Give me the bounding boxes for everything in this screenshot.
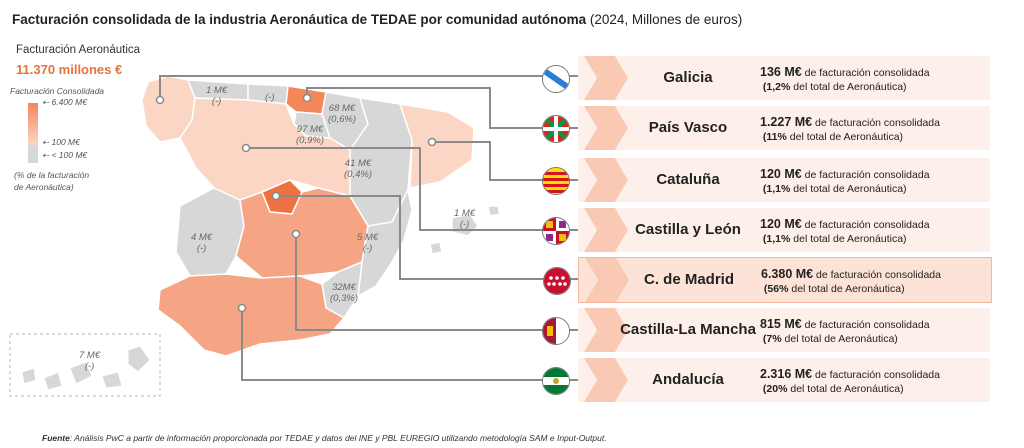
canarias-inset-frame (9, 333, 161, 397)
region-baleares-menorca (487, 205, 501, 217)
region-name: Andalucía (652, 371, 724, 388)
map-label-aragon: 41 M€ (0,4%) (344, 158, 372, 180)
region-canarias-5 (127, 345, 151, 373)
region-panel-castilla-la-mancha: Castilla-La Mancha 815 M€ de facturación… (542, 308, 990, 352)
title-main: Facturación consolidada de la industria … (12, 12, 587, 27)
legend-total: 11.370 millones € (16, 62, 123, 77)
title-sub: (2024, Millones de euros) (589, 12, 743, 27)
region-panel-andalucia: Andalucía 2.316 M€ de facturación consol… (542, 358, 990, 402)
region-name: C. de Madrid (643, 271, 734, 288)
pais-vasco-flag-icon (542, 115, 570, 143)
map-label-cantabria: (-) (265, 92, 275, 103)
andalucia-flag-icon (542, 367, 570, 395)
region-canarias-3 (69, 361, 93, 385)
connector-andalucia (241, 308, 580, 381)
region-baleares-ibiza (429, 241, 443, 255)
page-title: Facturación consolidada de la industria … (12, 12, 742, 27)
region-cataluna (399, 103, 475, 189)
cataluna-flag-icon (542, 167, 570, 195)
legend-note-2: de Aeronáutica) (14, 182, 74, 192)
marker-castilla-la-mancha (291, 229, 301, 239)
connector-pais-vasco (306, 87, 580, 129)
region-name: País Vasco (648, 119, 728, 136)
region-name: Castilla y León (635, 221, 741, 238)
map-label-canarias: 7 M€ (-) (79, 350, 101, 372)
madrid-flag-icon (543, 267, 571, 295)
map-label-la-rioja: 97 M€ (0,9%) (296, 124, 324, 146)
marker-madrid (271, 191, 281, 201)
region-description: 6.380 M€ de facturación consolidada (56%… (761, 267, 941, 295)
connector-galicia (159, 75, 580, 100)
legend-max: ⇠ 6.400 M€ (42, 97, 87, 107)
map-label-asturias: 1 M€ (-) (206, 85, 228, 107)
map-label-baleares: 1 M€ (-) (454, 208, 476, 230)
region-panel-madrid: C. de Madrid 6.380 M€ de facturación con… (543, 257, 992, 303)
region-name: Castilla-La Mancha (620, 321, 756, 338)
legend-color-bar (28, 103, 38, 163)
region-description: 1.227 M€ de facturación consolidada (11%… (760, 115, 940, 143)
region-panel-galicia: Galicia 136 M€ de facturación consolidad… (542, 56, 990, 100)
legend-mid: ⇠ 100 M€ (42, 137, 80, 147)
region-description: 2.316 M€ de facturación consolidada (20%… (760, 367, 940, 395)
marker-pais-vasco (302, 93, 312, 103)
map-label-murcia: 32M€ (0,3%) (330, 282, 358, 304)
marker-galicia (155, 95, 165, 105)
source-note: Fuente: Análisis PwC a partir de informa… (42, 433, 607, 443)
marker-andalucia (237, 303, 247, 313)
region-canarias-4 (101, 371, 123, 389)
castilla-leon-flag-icon (542, 217, 570, 245)
map-label-valencia: 5 M€ (-) (357, 232, 379, 254)
legend-note-1: (% de la facturación (14, 170, 90, 180)
region-description: 120 M€ de facturación consolidada (1,1% … (760, 217, 930, 245)
galicia-flag-icon (542, 65, 570, 93)
region-castilla-la-mancha (235, 187, 369, 279)
region-description: 136 M€ de facturación consolidada (1,2% … (760, 65, 930, 93)
region-panel-castilla-leon: Castilla y León 120 M€ de facturación co… (542, 208, 990, 252)
region-name: Galicia (663, 69, 713, 86)
connector-castilla-leon (246, 147, 580, 231)
region-valencia (357, 189, 413, 297)
legend-scale-title: Facturación Consolidada (10, 86, 105, 96)
region-name: Cataluña (656, 171, 720, 188)
map-label-navarra: 68 M€ (0,6%) (328, 103, 356, 125)
region-canarias-1 (21, 367, 37, 385)
legend-min: ⇠ < 100 M€ (42, 150, 88, 160)
connector-castilla-la-mancha (295, 234, 580, 331)
connector-madrid (276, 195, 580, 280)
region-andalucia (157, 273, 345, 357)
connector-cataluna (432, 141, 580, 181)
region-description: 120 M€ de facturación consolidada (1,1% … (760, 167, 930, 195)
region-panel-cataluna: Cataluña 120 M€ de facturación consolida… (542, 158, 990, 202)
marker-cataluna (427, 137, 437, 147)
legend-heading: Facturación Aeronáutica (16, 44, 141, 56)
castilla-la-mancha-flag-icon (542, 317, 570, 345)
marker-castilla-leon (241, 143, 251, 153)
region-canarias-2 (43, 371, 63, 391)
map-label-extremadura: 4 M€ (-) (191, 232, 213, 254)
region-panel-pais-vasco: País Vasco 1.227 M€ de facturación conso… (542, 106, 990, 150)
region-description: 815 M€ de facturación consolidada (7% de… (760, 317, 930, 345)
